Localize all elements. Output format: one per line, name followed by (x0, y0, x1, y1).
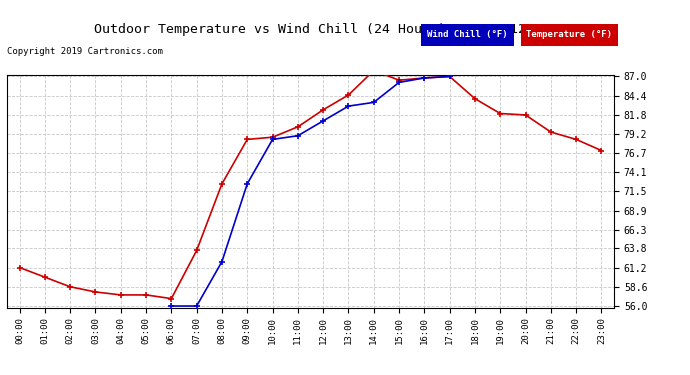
Text: Copyright 2019 Cartronics.com: Copyright 2019 Cartronics.com (7, 47, 163, 56)
Text: Wind Chill (°F): Wind Chill (°F) (427, 30, 508, 39)
Text: Outdoor Temperature vs Wind Chill (24 Hours)  20190712: Outdoor Temperature vs Wind Chill (24 Ho… (95, 22, 526, 36)
Text: Temperature (°F): Temperature (°F) (526, 30, 612, 39)
